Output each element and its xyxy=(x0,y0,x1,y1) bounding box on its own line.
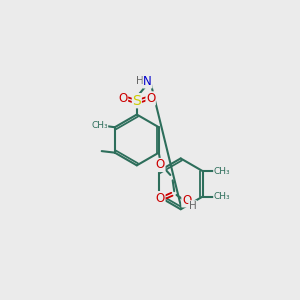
Text: O: O xyxy=(146,92,155,105)
Text: CH₃: CH₃ xyxy=(214,192,230,201)
Text: O: O xyxy=(156,158,165,172)
Text: CH₃: CH₃ xyxy=(91,121,108,130)
Text: H: H xyxy=(136,76,144,86)
Text: H: H xyxy=(189,201,196,211)
Text: N: N xyxy=(143,75,152,88)
Text: O: O xyxy=(118,92,128,105)
Text: O: O xyxy=(182,194,191,207)
Text: S: S xyxy=(132,94,141,108)
Text: O: O xyxy=(156,192,165,205)
Text: CH₃: CH₃ xyxy=(214,167,230,176)
